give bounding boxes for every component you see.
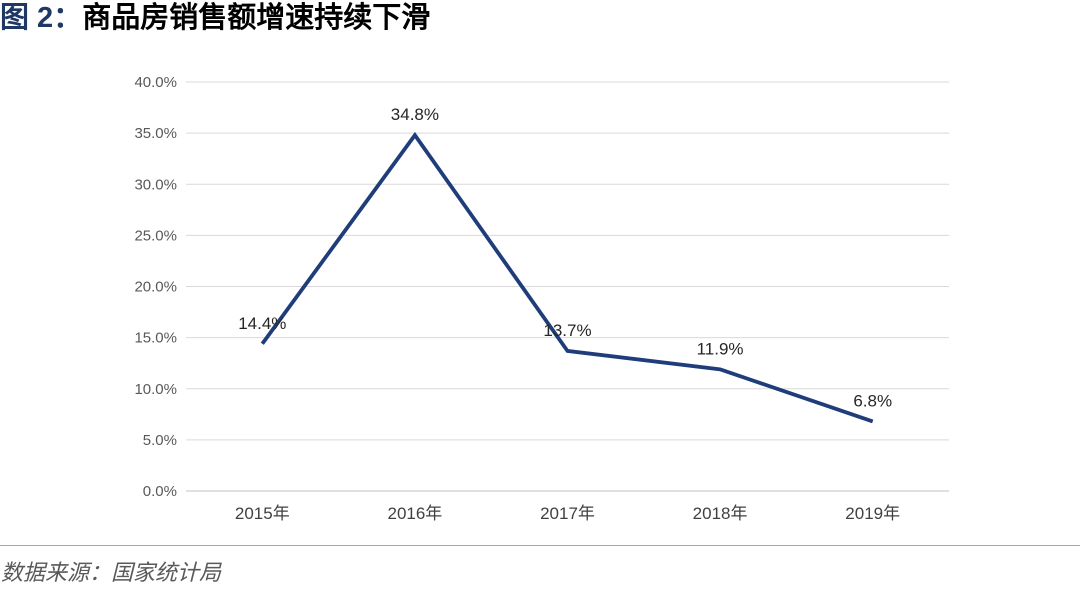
y-tick-label: 15.0%: [134, 330, 177, 347]
figure-number-label: 图 2：: [0, 2, 83, 34]
y-tick-label: 30.0%: [134, 176, 177, 193]
x-tick-label: 2018年: [693, 504, 748, 523]
x-tick-label: 2017年: [540, 504, 595, 523]
y-tick-label: 40.0%: [134, 74, 177, 91]
x-tick-label: 2015年: [235, 504, 290, 523]
data-source: 数据来源：国家统计局: [1, 560, 222, 585]
data-label: 14.4%: [238, 314, 286, 333]
x-tick-label: 2016年: [387, 504, 442, 523]
y-tick-label: 20.0%: [134, 279, 177, 296]
y-tick-label: 35.0%: [134, 125, 177, 142]
series-line: [260, 131, 874, 424]
chart-title: 商品房销售额增速持续下滑: [82, 2, 431, 34]
data-label: 13.7%: [543, 321, 591, 340]
y-tick-label: 5.0%: [143, 432, 177, 449]
y-tick-label: 0.0%: [143, 483, 177, 500]
y-tick-label: 25.0%: [134, 227, 177, 244]
separator-line: [0, 545, 1080, 546]
x-tick-label: 2019年: [845, 504, 900, 523]
y-tick-label: 10.0%: [134, 381, 177, 398]
data-label: 6.8%: [853, 391, 892, 410]
figure-title: 图 2：商品房销售额增速持续下滑: [0, 1, 430, 35]
data-label: 34.8%: [391, 105, 439, 124]
data-label: 11.9%: [697, 339, 744, 358]
